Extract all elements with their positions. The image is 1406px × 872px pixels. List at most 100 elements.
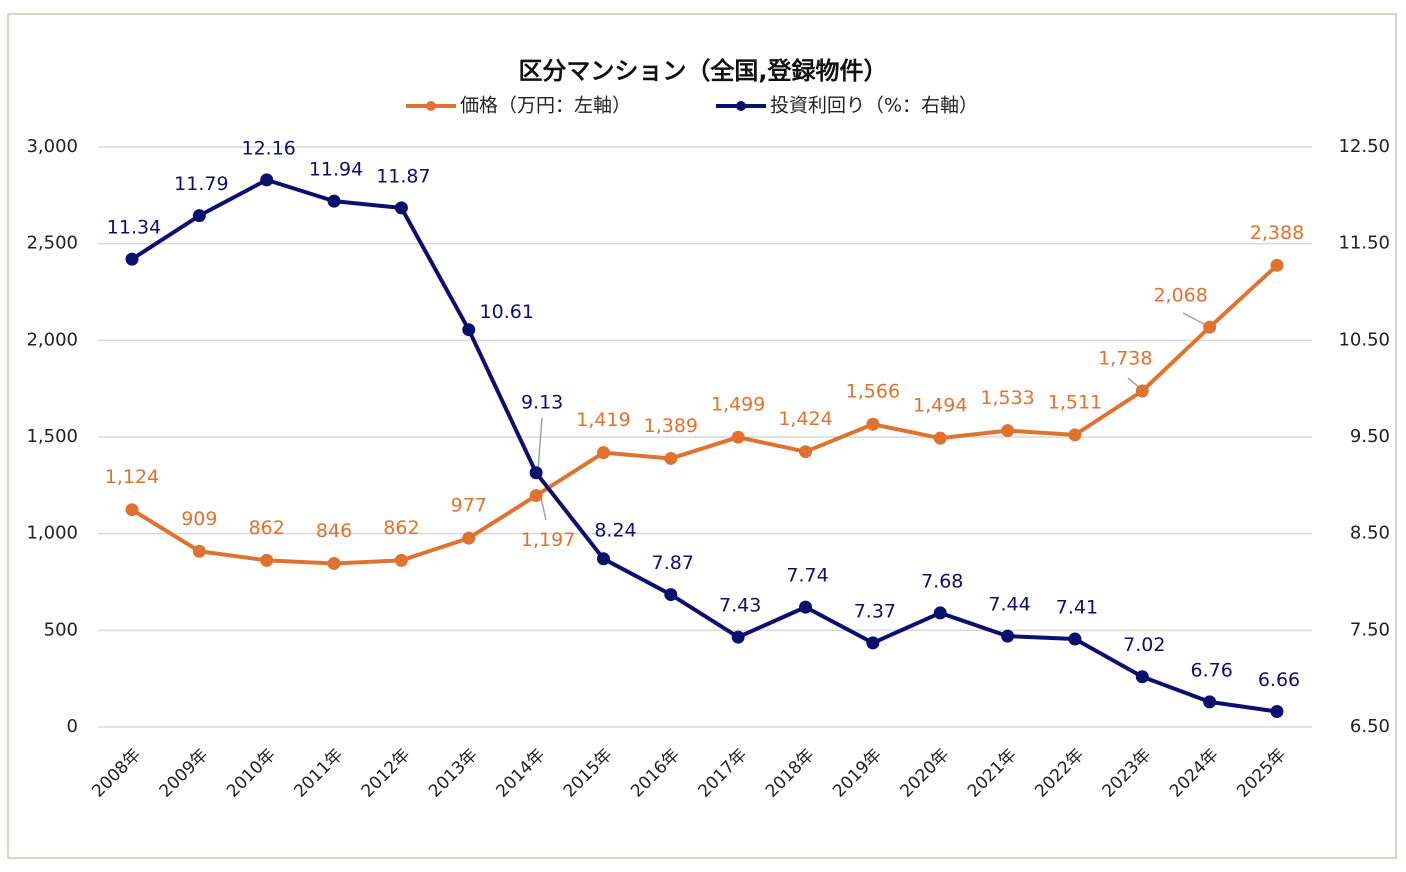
price-data-point (260, 553, 274, 567)
yield-data-label: 11.79 (174, 173, 228, 195)
yield-data-point (596, 552, 610, 566)
yield-data-label: 11.34 (107, 217, 161, 239)
yield-data-label: 6.76 (1190, 659, 1232, 681)
label-leader-line (537, 417, 543, 471)
yield-data-label: 6.66 (1258, 669, 1300, 691)
price-data-point (933, 431, 947, 445)
right-axis-tick-label: 10.50 (1338, 329, 1390, 350)
price-data-point (327, 556, 341, 570)
price-data-point (799, 445, 813, 459)
price-data-label: 977 (451, 495, 487, 517)
x-axis-tick-label: 2014年 (492, 745, 549, 802)
right-axis-tick-label: 6.50 (1350, 716, 1390, 737)
yield-data-label: 7.44 (988, 594, 1030, 616)
yield-data-point (327, 194, 341, 208)
yield-data-label: 7.87 (652, 552, 694, 574)
left-axis-tick-label: 500 (44, 619, 78, 640)
legend-yield-marker (736, 101, 746, 111)
yield-data-point (125, 252, 139, 266)
yield-series-line (130, 177, 1278, 714)
yield-data-label: 7.74 (786, 565, 828, 587)
price-data-label: 2,068 (1153, 285, 1207, 307)
price-data-label: 1,424 (778, 408, 832, 430)
price-data-point (866, 417, 880, 431)
yield-data-point (462, 323, 476, 337)
x-axis-tick-label: 2016年 (627, 745, 684, 802)
price-data-label: 1,533 (980, 387, 1034, 409)
chart-title: 区分マンション（全国,登録物件） (518, 57, 887, 85)
price-data-label: 909 (181, 508, 217, 530)
price-data-point (1203, 320, 1217, 334)
yield-data-point (731, 630, 745, 644)
left-axis-tick-label: 1,000 (26, 523, 78, 544)
right-axis-tick-label: 12.50 (1338, 136, 1390, 157)
right-axis-tick-label: 9.50 (1350, 426, 1390, 447)
price-data-point (394, 553, 408, 567)
price-data-label: 846 (316, 520, 352, 542)
yield-data-label: 7.43 (719, 595, 761, 617)
price-data-point (1270, 258, 1284, 272)
yield-data-point (1203, 695, 1217, 709)
price-data-point (1135, 384, 1149, 398)
price-data-point (462, 531, 476, 545)
price-data-point (731, 430, 745, 444)
price-data-point (192, 544, 206, 558)
price-data-label: 1,511 (1048, 391, 1102, 413)
yield-data-point (1001, 629, 1015, 643)
right-axis-tick-label: 8.50 (1350, 523, 1390, 544)
yield-data-label: 8.24 (594, 519, 636, 541)
yield-data-label: 9.13 (521, 391, 563, 413)
yield-data-point (664, 588, 678, 602)
yield-data-point (1068, 632, 1082, 646)
x-axis-tick-label: 2020年 (897, 745, 954, 802)
left-axis-tick-label: 1,500 (26, 426, 78, 447)
yield-data-label: 7.02 (1123, 634, 1165, 656)
x-axis-tick-label: 2010年 (223, 745, 280, 802)
x-axis-tick-label: 2021年 (964, 745, 1021, 802)
x-axis-tick-label: 2025年 (1233, 745, 1290, 802)
yield-data-label: 7.37 (854, 600, 896, 622)
label-leader-line (540, 497, 547, 521)
right-axis-tick-label: 11.50 (1338, 233, 1390, 254)
x-axis-tick-label: 2019年 (829, 745, 886, 802)
left-axis-tick-label: 2,500 (26, 233, 78, 254)
price-data-label: 1,738 (1098, 347, 1152, 369)
x-axis-tick-label: 2012年 (358, 745, 415, 802)
price-data-point (1068, 428, 1082, 442)
legend-price-marker (426, 101, 436, 111)
price-data-label: 1,494 (913, 395, 967, 417)
yield-data-label: 7.41 (1056, 597, 1098, 619)
yield-data-point (866, 636, 880, 650)
price-data-label: 1,419 (576, 409, 630, 431)
price-data-point (664, 451, 678, 465)
left-axis-tick-label: 3,000 (26, 136, 78, 157)
price-data-label: 1,389 (644, 415, 698, 437)
price-data-point (596, 446, 610, 460)
legend-price-label: 価格（万円：左軸） (460, 95, 631, 117)
left-axis-tick-label: 0 (67, 716, 78, 737)
yield-data-point (1135, 670, 1149, 684)
x-axis-tick-label: 2022年 (1031, 745, 1088, 802)
price-series-line (130, 263, 1279, 566)
price-data-point (125, 503, 139, 517)
yield-data-label: 7.68 (921, 570, 963, 592)
chart-frame (7, 13, 1397, 859)
price-data-label: 1,197 (521, 529, 575, 551)
price-data-label: 1,124 (105, 466, 159, 488)
x-axis-tick-label: 2015年 (560, 745, 617, 802)
yield-data-label: 12.16 (242, 137, 296, 159)
x-axis-tick-label: 2011年 (290, 745, 347, 802)
yield-data-point (1270, 705, 1284, 719)
price-data-label: 1,566 (846, 381, 900, 403)
price-data-label: 862 (249, 517, 285, 539)
legend: 価格（万円：左軸） 投資利回り（%：右軸） (406, 95, 978, 117)
price-data-label: 862 (383, 517, 419, 539)
price-data-point (1001, 424, 1015, 438)
yield-data-point (799, 600, 813, 614)
yield-data-label: 11.87 (376, 165, 430, 187)
yield-data-point (933, 606, 947, 620)
right-axis-tick-label: 7.50 (1350, 619, 1390, 640)
x-axis-tick-label: 2013年 (425, 745, 482, 802)
x-axis-tick-label: 2009年 (156, 745, 213, 802)
